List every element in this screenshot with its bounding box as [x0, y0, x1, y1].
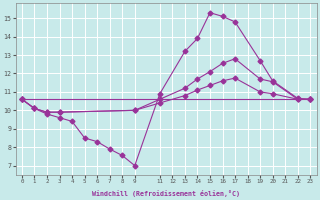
- X-axis label: Windchill (Refroidissement éolien,°C): Windchill (Refroidissement éolien,°C): [92, 190, 240, 197]
